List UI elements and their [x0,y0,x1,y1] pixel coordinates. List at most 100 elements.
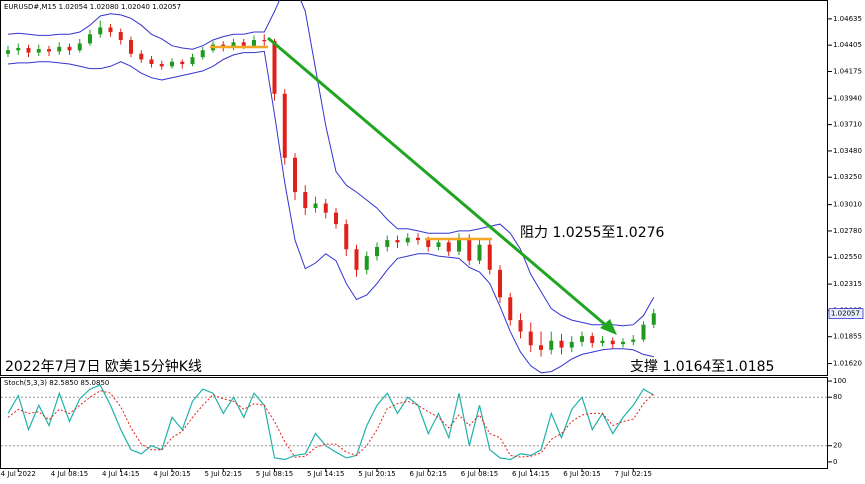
stoch-tick-label: 0 [833,458,837,466]
stoch-label: Stoch(5,3,3) 82.5850 85.0850 [4,379,109,387]
candle-body [67,46,72,51]
candle-body [395,240,400,243]
support-label: 支撑 1.0164至1.0185 [630,359,774,375]
candle-body [170,61,174,67]
y-tick-label: 1.03940 [833,94,862,102]
candle-body [293,157,297,193]
x-tick-label: 4 Jul 20:15 [153,470,191,478]
resistance-label: 阻力 1.0255至1.0276 [520,225,665,241]
candle-body [231,42,236,47]
x-tick-label: 5 Jul 20:15 [358,470,396,478]
candle-body [385,240,390,247]
y-tick-label: 1.03480 [833,147,862,155]
candle-body [344,224,349,250]
x-tick-label: 6 Jul 20:15 [563,470,601,478]
candle-body [241,42,246,46]
y-tick-label: 1.02780 [833,227,862,235]
candle-body [16,48,21,51]
candle-body [528,331,533,346]
y-tick-label: 1.03250 [833,173,862,181]
trend-line [267,36,609,329]
candle-body [416,237,420,241]
candle-body [467,237,472,261]
candle-body [508,297,513,321]
candle-body [323,203,328,213]
y-tick-label: 1.04405 [833,41,862,49]
candle-body [426,240,431,247]
candle-body [313,203,318,209]
y-tick-label: 1.03710 [833,121,862,129]
candle-body [139,53,144,60]
x-tick-label: 6 Jul 02:15 [409,470,447,478]
candle-body [610,340,615,345]
candle-body [621,341,625,345]
candle-body [487,244,492,270]
candle-body [118,32,123,41]
x-tick-label: 5 Jul 08:15 [256,470,294,478]
candle-body [334,212,338,225]
candle-body [539,345,543,350]
candle-body [282,93,287,158]
candle-body [569,341,574,348]
stoch-tick-label: 100 [833,377,846,385]
trend-arrow [600,319,617,335]
x-tick-label: 5 Jul 14:15 [307,470,345,478]
y-tick-label: 1.02550 [833,253,862,261]
stoch-k-line [7,384,655,461]
stoch-tick-label: 80 [833,393,842,401]
candle-body [272,41,277,94]
candle-body [262,40,267,42]
candle-body [559,340,564,348]
plot-area [1,0,828,461]
symbol-header: EURUSD#,M15 1.02054 1.02080 1.02040 1.02… [4,3,181,11]
x-tick-label: 4 Jul 08:15 [51,470,89,478]
candle-body [436,242,441,247]
candle-body [159,64,164,67]
y-tick-label: 1.02315 [833,280,862,288]
candle-body [580,336,584,342]
x-tick-label: 6 Jul 14:15 [512,470,550,478]
x-tick-label: 7 Jul 02:15 [614,470,652,478]
y-tick-label: 1.01620 [833,360,862,368]
y-tick-label: 1.04175 [833,67,862,75]
y-tick-label: 1.03010 [833,201,862,209]
x-tick-label: 6 Jul 08:15 [461,470,499,478]
candle-body [446,242,451,252]
candle-body [36,49,41,53]
candle-body [252,40,256,46]
candle-body [108,27,113,33]
candle-body [641,324,646,340]
candle-body [375,246,379,257]
candle-body [88,34,92,44]
candle-body [477,244,482,261]
main-panel-frame [0,0,828,376]
candle-body [518,320,523,332]
y-tick-label: 1.01855 [833,333,862,341]
candle-body [190,57,195,65]
x-tick-label: 4 Jul 14:15 [102,470,140,478]
candle-body [129,40,133,54]
candle-body [47,49,51,52]
candle-body [354,249,359,270]
candle-body [364,256,369,270]
stoch-panel-frame [0,377,828,469]
y-tick-label: 1.04635 [833,15,862,23]
chart-title: 2022年7月7日 欧美15分钟K线 [5,358,202,375]
candle-body [457,237,461,252]
candle-body [221,44,226,47]
candle-body [98,27,103,35]
candle-body [498,269,502,298]
candle-body [149,59,154,65]
candle-body [200,50,205,58]
candle-body [590,336,595,343]
candle-body [180,61,185,65]
candle-body [405,237,410,243]
stoch-d-line [7,390,655,458]
candle-body [600,340,605,343]
bollinger-band [7,0,655,327]
candle-body [631,339,636,342]
current-price-box [828,308,864,320]
bollinger-band [7,50,654,374]
